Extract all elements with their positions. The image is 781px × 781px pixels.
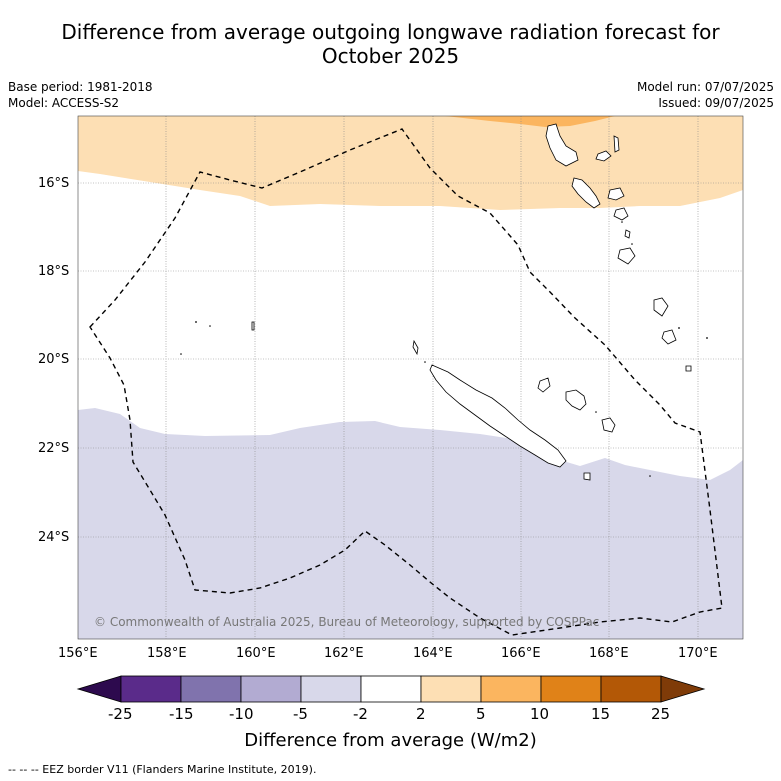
island-outline [653,297,669,317]
reef-dots [180,221,708,477]
vanuatu-island [595,150,612,162]
isle-of-pines [583,472,591,481]
island-outline [412,339,419,356]
colorbar-title: Difference from average (W/m2) [244,730,537,751]
lat-label: 18°S [38,264,70,279]
copyright-notice: © Commonwealth of Australia 2025, Bureau… [94,615,599,629]
lon-label: 170°E [678,646,718,661]
colorbar-extend-max [660,675,706,703]
vanuatu-island [624,229,631,239]
colorbar-tick-label: 2 [416,705,426,723]
anomaly-region-5-to-10 [445,116,615,127]
vanuatu-erromango [617,247,636,265]
lon-label: 168°E [589,646,629,661]
vanuatu-efate [613,207,629,221]
anomaly-region-minus-5-to-minus-2 [78,408,743,639]
lat-label: 24°S [38,530,70,545]
title-line-1: Difference from average outgoing longwav… [61,20,720,44]
lon-label: 166°E [501,646,541,661]
map-frame [77,115,744,640]
colorbar-tick-label: 5 [476,705,486,723]
lon-label: 164°E [413,646,453,661]
colorbar-tick-label: -15 [169,705,194,723]
metadata-left: Base period: 1981-2018 Model: ACCESS-S2 [8,79,153,111]
vanuatu-island [613,135,620,153]
colorbar-tick-label: -10 [229,705,254,723]
map-area: © Commonwealth of Australia 2025, Bureau… [78,116,743,639]
colorbar-segment [360,675,422,703]
footnote: -- -- -- EEZ border V11 (Flanders Marine… [8,763,317,776]
loyalty-island-mare [601,417,616,433]
vanuatu-malekula [571,177,601,209]
colorbar-segment [420,675,482,703]
colorbar-segment [600,675,662,703]
colorbar-segment [240,675,302,703]
lon-label: 160°E [236,646,276,661]
colorbar-tick-label: -5 [293,705,308,723]
issued-date: Issued: 09/07/2025 [658,96,774,110]
vanuatu-island [607,187,625,201]
lon-label: 156°E [58,646,98,661]
lat-label: 22°S [38,441,70,456]
colorbar-tick-label: 10 [530,705,550,723]
island-outline [661,329,677,345]
colorbar-tick-label: -2 [353,705,368,723]
model-run: Model run: 07/07/2025 [636,80,774,94]
lon-label: 158°E [147,646,187,661]
eez-border [89,128,723,636]
model-name: Model: ACCESS-S2 [8,96,120,110]
lat-label: 20°S [38,352,70,367]
vanuatu-espiritu-santo [545,123,579,167]
new-caledonia-island [429,364,567,468]
lon-label: 162°E [324,646,364,661]
colorbar-segment [180,675,242,703]
colorbar-segment [480,675,542,703]
title-line-2: October 2025 [321,44,460,68]
metadata-right: Model run: 07/07/2025 Issued: 09/07/2025 [637,79,774,111]
lat-label: 16°S [38,176,70,191]
island-outline [251,321,255,331]
colorbar-segment [300,675,362,703]
base-period: Base period: 1981-2018 [8,80,153,94]
island-outline [685,365,692,372]
colorbar-tick-label: 25 [651,705,671,723]
loyalty-island-ouvea [537,377,551,393]
colorbar [76,675,706,703]
colorbar-segment [120,675,182,703]
colorbar-extend-min [76,675,122,703]
map-title: Difference from average outgoing longwav… [0,20,781,68]
colorbar-tick-label: 15 [591,705,611,723]
colorbar-tick-label: -25 [108,705,133,723]
graticule [78,116,743,639]
loyalty-island-lifou [565,389,587,411]
colorbar-segment [540,675,602,703]
